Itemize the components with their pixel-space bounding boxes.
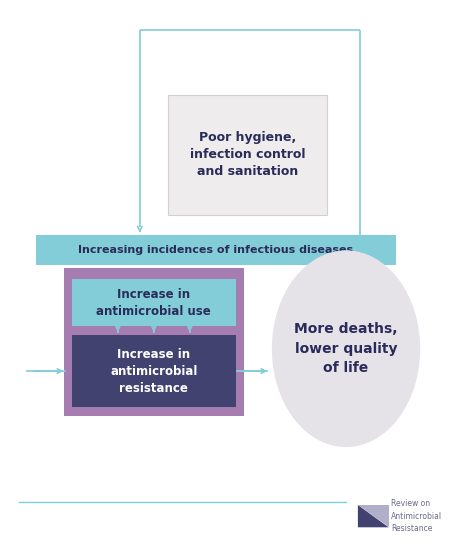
FancyBboxPatch shape bbox=[36, 235, 396, 265]
Text: Poor hygiene,
infection control
and sanitation: Poor hygiene, infection control and sani… bbox=[190, 131, 305, 179]
FancyBboxPatch shape bbox=[72, 279, 236, 326]
Text: Review on
Antimicrobial
Resistance: Review on Antimicrobial Resistance bbox=[391, 499, 442, 533]
Polygon shape bbox=[358, 505, 389, 527]
Text: Increase in
antimicrobial
resistance: Increase in antimicrobial resistance bbox=[110, 348, 198, 395]
Ellipse shape bbox=[273, 251, 419, 446]
Polygon shape bbox=[358, 505, 389, 527]
Text: Increasing incidences of infectious diseases: Increasing incidences of infectious dise… bbox=[78, 246, 353, 255]
FancyBboxPatch shape bbox=[64, 268, 244, 416]
Text: Increase in
antimicrobial use: Increase in antimicrobial use bbox=[96, 288, 211, 318]
FancyBboxPatch shape bbox=[168, 95, 327, 215]
Text: More deaths,
lower quality
of life: More deaths, lower quality of life bbox=[294, 323, 398, 375]
FancyBboxPatch shape bbox=[72, 335, 236, 407]
